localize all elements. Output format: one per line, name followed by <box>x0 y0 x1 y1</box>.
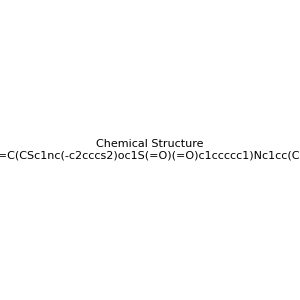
Text: Chemical Structure
O=C(CSc1nc(-c2cccs2)oc1S(=O)(=O)c1ccccc1)Nc1cc(C)c: Chemical Structure O=C(CSc1nc(-c2cccs2)o… <box>0 139 300 161</box>
